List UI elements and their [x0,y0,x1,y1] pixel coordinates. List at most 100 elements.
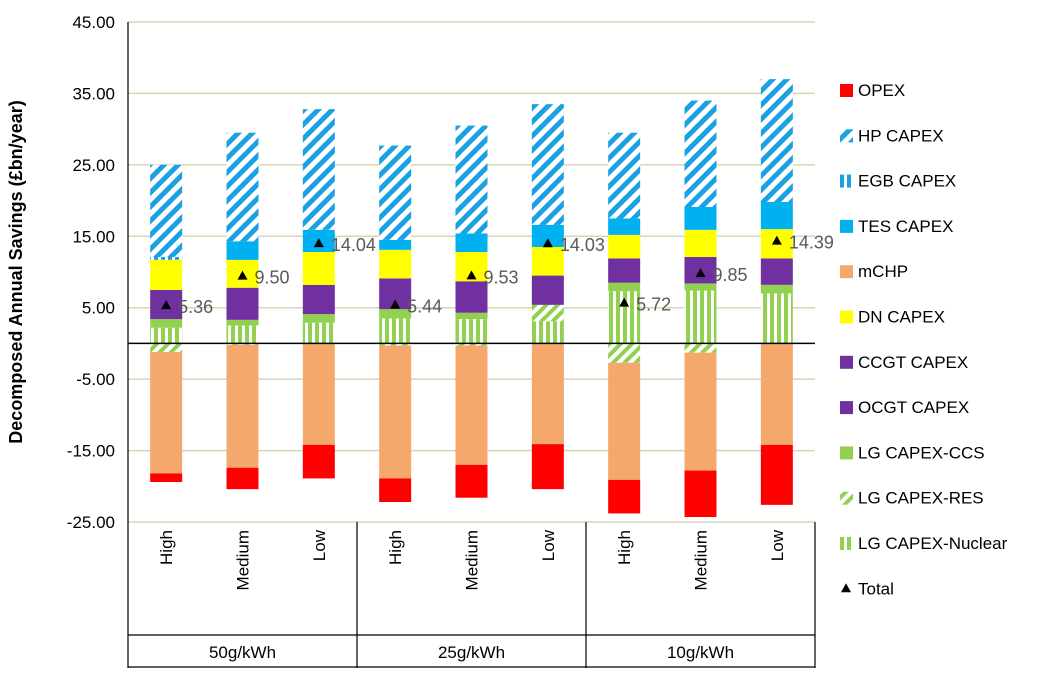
total-value-label: 14.04 [331,235,376,255]
bar-segment-tes-capex [684,207,717,230]
legend-label: OCGT CAPEX [858,398,969,417]
bar-segment-lg-capex-res [531,304,564,322]
legend-swatch [840,310,853,324]
bar-segment-tes-capex [455,233,488,252]
y-tick-label: -25.00 [67,513,115,532]
legend-item-tes-capex: TES CAPEX [840,217,953,236]
bar-segment-lg-capex-res [608,343,641,363]
bar-segment-lg-capex-nuclear [531,321,564,344]
y-tick-label: 5.00 [82,299,115,318]
x-tick-label: Medium [692,530,711,590]
bar-segment-ocgt-capex [760,258,793,285]
legend-item-lg-capex-nuclear: LG CAPEX-Nuclear [840,534,1008,553]
group-label: 10g/kWh [667,643,734,662]
x-tick-label: Low [539,529,558,561]
bar-segment-ocgt-capex [302,284,335,315]
bar-segment-mchp [379,345,412,479]
bar-segment-mchp [760,343,793,445]
bar-segment-lg-capex-nuclear [379,318,412,344]
total-marker [619,297,630,307]
bar-segment-mchp [608,362,641,480]
total-value-label: 5.72 [636,295,671,315]
legend-label: CCGT CAPEX [858,353,968,372]
legend-label: HP CAPEX [858,126,944,145]
total-marker [695,268,706,278]
bar-segment-tes-capex [608,218,641,235]
bar-segment-lg-capex-ccs [684,283,717,291]
legend: OPEX HP CAPEX EGB CAPEX TES CAPEX mCHP DN CAP… [840,81,1008,598]
x-tick-label: Low [768,529,787,561]
bar-segment-opex [760,444,793,505]
x-tick-label: Medium [463,530,482,590]
bar-segment-lg-capex-nuclear [302,322,335,344]
bar-segment-dn-capex [150,259,183,290]
legend-swatch [840,265,853,279]
bar-segment-lg-capex-res [455,343,488,346]
legend-swatch [840,355,853,369]
bar-segment-ocgt-capex [531,275,564,305]
y-tick-label: 35.00 [72,84,115,103]
legend-item-lg-capex-res: LG CAPEX-RES [840,489,984,508]
total-value-label: 9.53 [484,267,519,287]
bar-segment-hp-capex [684,100,717,207]
legend-label: LG CAPEX-CCS [858,443,985,462]
bar-segment-opex [379,478,412,502]
bar-segment-opex [226,467,259,490]
bar-segment-opex [531,444,564,490]
bar-segment-mchp [455,345,488,465]
bar-segment-dn-capex [379,249,412,279]
bar-segment-lg-capex-nuclear [455,319,488,344]
bar-segment-lg-capex-nuclear [684,290,717,344]
legend-label: OPEX [858,81,905,100]
bar-segment-opex [302,444,335,479]
data-labels: 5.36 9.50 14.04 5.44 9.53 14.03 5.72 9.85 14.39 [161,233,834,317]
bar-segment-hp-capex [379,145,412,240]
bar-segment-tes-capex [379,239,412,250]
bar-segment-mchp [302,343,335,445]
total-marker [466,270,477,280]
total-value-label: 14.39 [789,233,834,253]
bar-segment-lg-capex-ccs [302,314,335,323]
total-marker [237,270,248,280]
bar-segment-lg-capex-ccs [455,312,488,320]
bar-segment-opex [150,473,183,482]
y-tick-label: -15.00 [67,442,115,461]
total-marker [390,299,401,309]
legend-label: EGB CAPEX [858,172,956,191]
bar-segment-hp-capex [608,132,641,219]
y-tick-label: -5.00 [76,370,115,389]
bar-segment-lg-capex-res [150,343,183,352]
legend-swatch [840,129,853,143]
legend-item-total: Total [841,579,894,598]
bar-segment-lg-capex-nuclear [150,327,183,344]
legend-swatch [840,401,853,415]
bar-segment-hp-capex [455,125,488,234]
total-value-label: 14.03 [560,235,605,255]
bar-segment-tes-capex [760,202,793,230]
legend-item-mchp: mCHP [840,262,908,281]
legend-label: mCHP [858,262,908,281]
total-marker [313,238,324,248]
x-tick-label: High [157,530,176,565]
legend-swatch [840,84,853,97]
bar-segment-ocgt-capex [608,258,641,283]
bar-segment-lg-capex-nuclear [226,325,259,344]
bar-segment-dn-capex [684,229,717,257]
bar-segment-lg-capex-res [379,343,412,346]
y-tick-label: 15.00 [72,227,115,246]
legend-label: Total [858,579,894,598]
bar-segment-ocgt-capex [226,287,259,320]
y-tick-label: 45.00 [72,13,115,32]
legend-label: LG CAPEX-RES [858,489,984,508]
bar-segment-dn-capex [531,247,564,276]
legend-swatch [840,219,853,233]
legend-label: TES CAPEX [858,217,953,236]
legend-item-egb-capex: EGB CAPEX [840,172,956,191]
bar-segment-mchp [684,352,717,471]
bar-segment-hp-capex [531,104,564,225]
bar-segment-lg-capex-ccs [379,309,412,319]
total-value-label: 9.85 [713,265,748,285]
group-label: 50g/kWh [209,643,276,662]
